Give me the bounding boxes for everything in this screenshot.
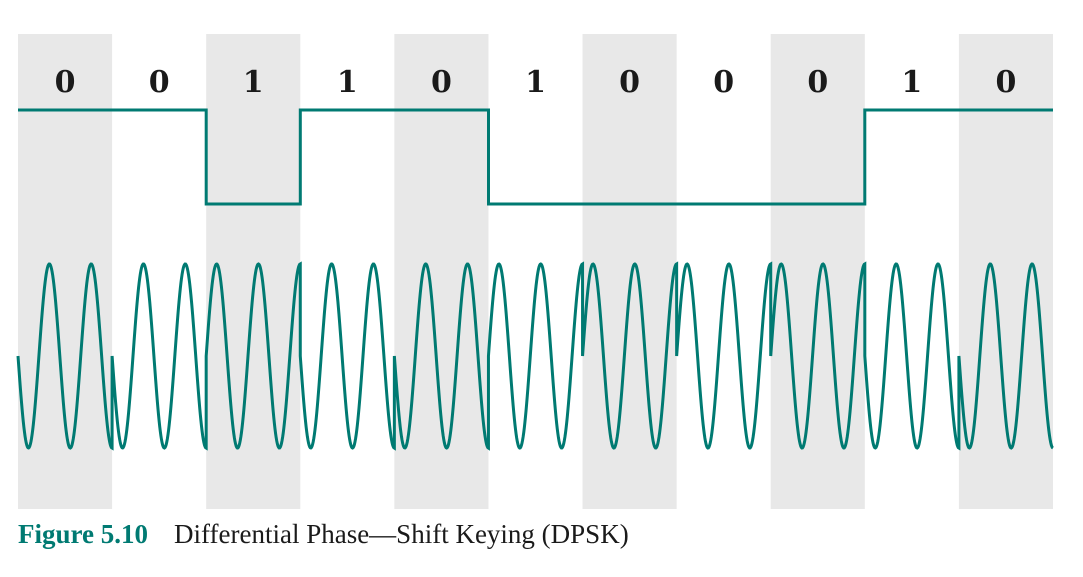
caption-title: Differential Phase—Shift Keying (DPSK) (174, 519, 629, 549)
bit-labels: 0 0 1 1 0 1 0 0 0 1 0 (55, 65, 1017, 100)
bit-label: 0 (149, 65, 170, 100)
bit-label: 1 (901, 65, 922, 100)
figure-caption: Figure 5.10 Differential Phase—Shift Keyi… (18, 519, 629, 550)
bit-label: 0 (996, 65, 1017, 100)
level-waveform (18, 108, 1053, 206)
bit-label: 0 (55, 65, 76, 100)
dpsk-carrier-waveform (16, 261, 1054, 451)
dpsk-diagram: 0 0 1 1 0 1 0 0 0 1 0 (16, 34, 1054, 509)
bit-period-bands (18, 34, 1053, 509)
bit-label: 0 (807, 65, 828, 100)
bit-label: 1 (525, 65, 546, 100)
bit-label: 1 (337, 65, 358, 100)
bit-label: 0 (713, 65, 734, 100)
bit-label: 0 (431, 65, 452, 100)
caption-label: Figure 5.10 (18, 519, 148, 549)
bit-label: 0 (619, 65, 640, 100)
bit-label: 1 (243, 65, 264, 100)
